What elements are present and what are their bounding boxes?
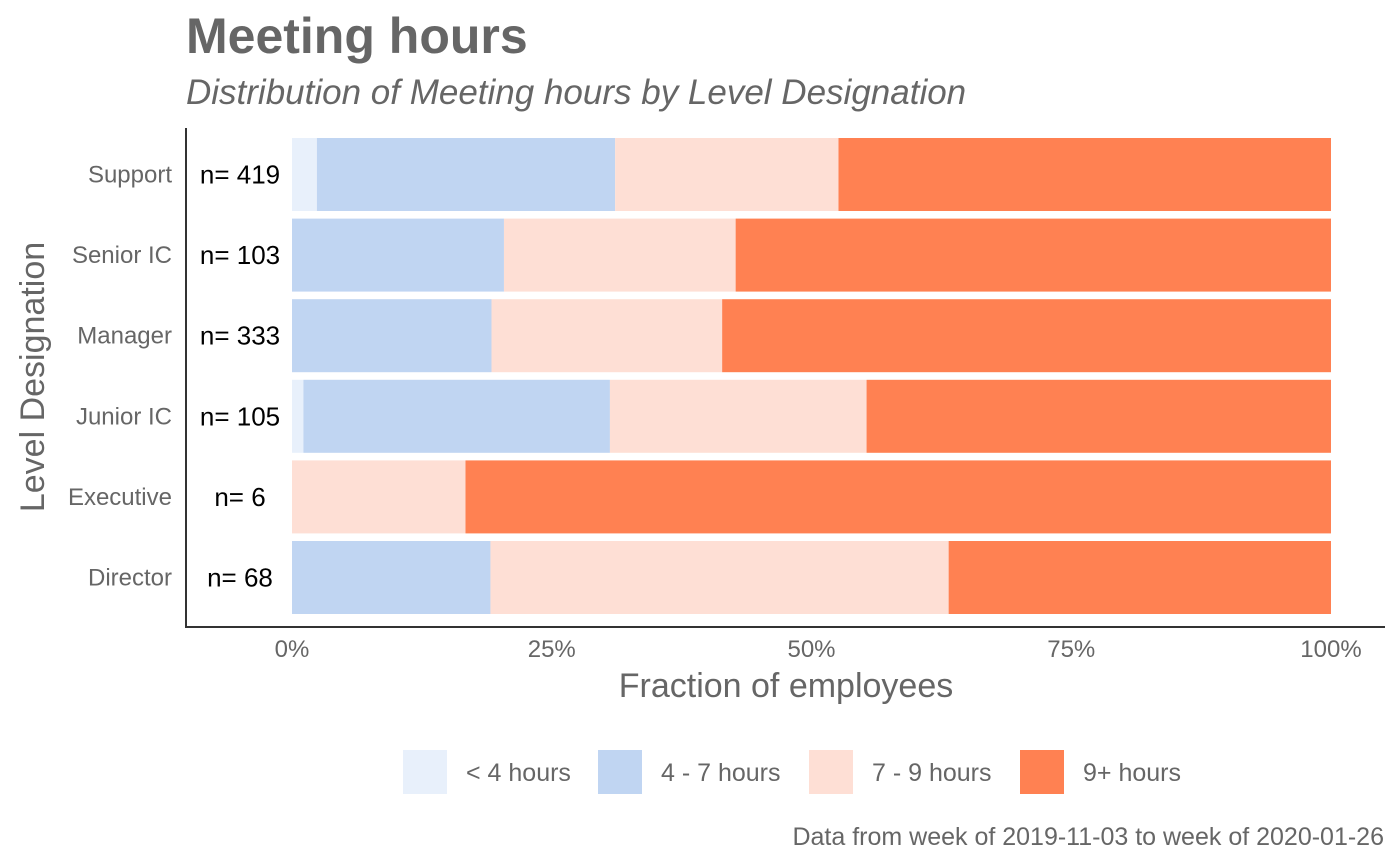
bar-support-series-4 [838,138,1331,211]
n-label: n= 105 [200,401,280,431]
y-tick-label: Support [88,162,172,189]
x-tick-label: 75% [1047,636,1095,663]
bar-junior-ic-series-4 [866,379,1331,453]
bar-manager-series-2 [292,299,492,373]
bar-senior-ic-series-2 [292,218,504,292]
y-tick-label: Junior IC [76,403,172,430]
x-axis-title: Fraction of employees [619,667,954,705]
legend-swatch [809,750,853,794]
legend-swatch [403,750,447,794]
bars [292,138,1331,614]
legend: < 4 hours 4 - 7 hours 7 - 9 hours 9+ hours [403,750,1181,794]
legend-label: 9+ hours [1083,759,1181,787]
bar-junior-ic-series-2 [303,379,610,453]
n-label: n= 6 [214,482,265,512]
bar-executive-series-4 [465,460,1331,534]
chart-caption: Data from week of 2019-11-03 to week of … [792,823,1384,851]
x-tick-label: 50% [787,636,835,663]
bar-junior-ic-series-1 [292,379,304,453]
y-tick-label: Manager [77,323,172,350]
bar-support-series-3 [615,138,839,211]
bar-senior-ic-series-4 [735,218,1331,292]
x-tick-label: 25% [528,636,576,663]
bar-director-series-3 [490,541,949,614]
chart-title: Meeting hours [186,8,528,64]
bar-senior-ic-series-3 [503,218,736,292]
legend-label: 4 - 7 hours [661,759,781,787]
bar-director-series-4 [948,541,1331,614]
x-tick-label: 0% [275,636,310,663]
legend-swatch [1020,750,1064,794]
x-tick-label: 100% [1300,636,1361,663]
bar-manager-series-4 [722,299,1331,373]
y-tick-label: Senior IC [72,242,172,269]
bar-manager-series-3 [491,299,723,373]
y-tick-labels: Support Senior IC Manager Junior IC Executiv… [68,162,172,592]
legend-swatch [598,750,642,794]
y-tick-label: Executive [68,484,172,511]
n-label: n= 103 [200,240,280,270]
chart-subtitle: Distribution of Meeting hours by Level D… [186,73,966,112]
n-label: n= 333 [200,321,280,351]
legend-label: < 4 hours [466,759,571,787]
bar-support-series-1 [292,138,317,211]
n-label: n= 68 [207,563,273,593]
y-tick-label: Director [88,565,172,592]
n-labels: n= 419 n= 103 n= 333 n= 105 n= 6 n= 68 [200,160,280,593]
bar-director-series-2 [292,541,491,614]
bar-executive-series-3 [292,460,466,534]
n-label: n= 419 [200,160,280,190]
x-tick-labels: 0% 25% 50% 75% 100% [275,636,1362,663]
bar-support-series-2 [316,138,616,211]
y-axis-title: Level Designation [14,242,52,512]
legend-label: 7 - 9 hours [872,759,992,787]
bar-junior-ic-series-3 [609,379,867,453]
